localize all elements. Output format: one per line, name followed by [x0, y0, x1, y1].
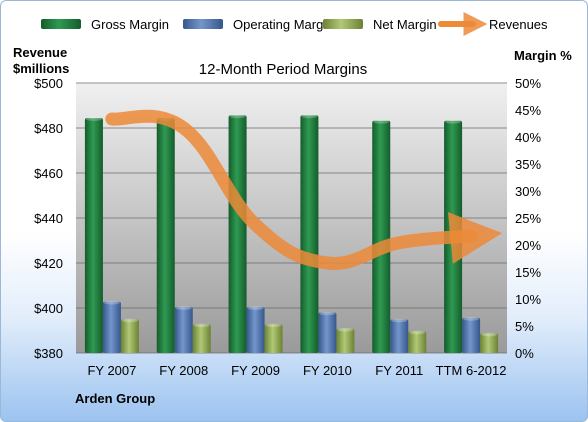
operating-margin-bar-highlight — [391, 318, 408, 323]
net-margin-bar — [480, 333, 499, 353]
revenues-line — [105, 109, 503, 270]
right-axis-title: Margin % — [514, 48, 572, 63]
gridlines — [76, 82, 507, 354]
gross-margin-bar-highlight — [301, 114, 318, 119]
gross-margin-bar-highlight — [445, 120, 462, 124]
left-axis-title-line1: Revenue — [13, 45, 67, 60]
left-axis-title-line2: $millions — [13, 61, 69, 76]
net-margin-bar-highlight — [193, 323, 210, 328]
operating-margin-bar — [390, 319, 409, 353]
operating-margin-bar-highlight — [103, 300, 120, 305]
right-tick-label: 5% — [515, 319, 534, 334]
net-margin-bar — [120, 319, 139, 353]
right-tick-label: 45% — [515, 103, 541, 118]
operating-margin-bar-highlight — [247, 306, 264, 310]
net-margin-bar-highlight — [481, 332, 498, 337]
left-tick-label: $480 — [34, 121, 63, 136]
left-tick-label: $500 — [34, 76, 63, 91]
gross-margin-bar-highlight — [229, 114, 246, 119]
left-tick-label: $440 — [34, 211, 63, 226]
category-label: FY 2007 — [87, 363, 136, 378]
operating-margin-bar — [246, 307, 265, 353]
net-margin-bar — [192, 324, 211, 353]
gross-margin-bar — [156, 118, 175, 353]
legend-item-net-margin: Net Margin — [323, 17, 437, 32]
company-name: Arden Group — [75, 391, 155, 406]
category-label: TTM 6-2012 — [436, 363, 507, 378]
operating-margin-bar — [102, 301, 121, 353]
left-axis: $380 $400 $420 $440 $460 $480 $500 — [34, 76, 63, 361]
chart-title: 12-Month Period Margins — [199, 61, 367, 78]
gross-margin-bar — [228, 115, 247, 354]
legend-item-revenues: Revenues — [438, 12, 548, 36]
gross-margin-bar-highlight — [373, 120, 390, 124]
gross-margin-bar — [300, 115, 319, 354]
net-margin-bar-highlight — [121, 318, 138, 323]
gross-margin-bar — [372, 120, 391, 353]
right-tick-label: 20% — [515, 238, 541, 253]
category-labels: FY 2007 FY 2008 FY 2009 FY 2010 FY 2011 TTM 6… — [87, 363, 506, 378]
legend-label-operating-margin: Operating Margin — [233, 17, 333, 32]
operating-margin-bar-highlight — [463, 317, 480, 321]
category-label: FY 2011 — [375, 363, 423, 378]
right-axis: 0% 5% 10% 15% 20% 25% 30% 35% 40% 45% 50% — [515, 76, 541, 361]
left-tick-label: $420 — [34, 256, 63, 271]
right-tick-label: 40% — [515, 130, 541, 145]
operating-margin-bar — [174, 307, 193, 353]
legend-swatch-operating-margin — [183, 19, 223, 29]
right-tick-label: 10% — [515, 292, 541, 307]
legend: Gross Margin Operating Margin Net Margin… — [41, 12, 548, 36]
left-tick-label: $460 — [34, 166, 63, 181]
left-tick-label: $380 — [34, 346, 63, 361]
legend-swatch-net-margin — [323, 19, 363, 29]
revenue-series — [105, 109, 503, 270]
category-label: FY 2008 — [159, 363, 208, 378]
gross-margin-bar-highlight — [85, 117, 102, 121]
right-tick-label: 30% — [515, 184, 541, 199]
legend-swatch-gross-margin — [41, 19, 81, 29]
right-tick-label: 0% — [515, 346, 534, 361]
right-tick-label: 50% — [515, 76, 541, 91]
legend-item-gross-margin: Gross Margin — [41, 17, 169, 32]
category-label: FY 2009 — [231, 363, 280, 378]
legend-item-operating-margin: Operating Margin — [183, 17, 333, 32]
net-margin-bar — [264, 324, 283, 353]
right-tick-label: 25% — [515, 211, 541, 226]
gross-margin-bar — [84, 118, 103, 353]
operating-margin-bar-highlight — [319, 311, 336, 316]
legend-label-net-margin: Net Margin — [373, 17, 437, 32]
left-tick-label: $400 — [34, 301, 63, 316]
legend-label-gross-margin: Gross Margin — [91, 17, 169, 32]
net-margin-bar-highlight — [409, 330, 426, 335]
operating-margin-bar — [318, 312, 337, 353]
net-margin-bar-highlight — [337, 327, 354, 332]
right-tick-label: 15% — [515, 265, 541, 280]
net-margin-bar-highlight — [265, 323, 282, 328]
operating-margin-bar — [462, 317, 481, 353]
category-label: FY 2010 — [303, 363, 352, 378]
net-margin-bar — [336, 328, 355, 353]
right-tick-label: 35% — [515, 157, 541, 172]
legend-label-revenues: Revenues — [489, 17, 548, 32]
net-margin-bar — [408, 331, 427, 353]
operating-margin-bar-highlight — [175, 306, 192, 310]
